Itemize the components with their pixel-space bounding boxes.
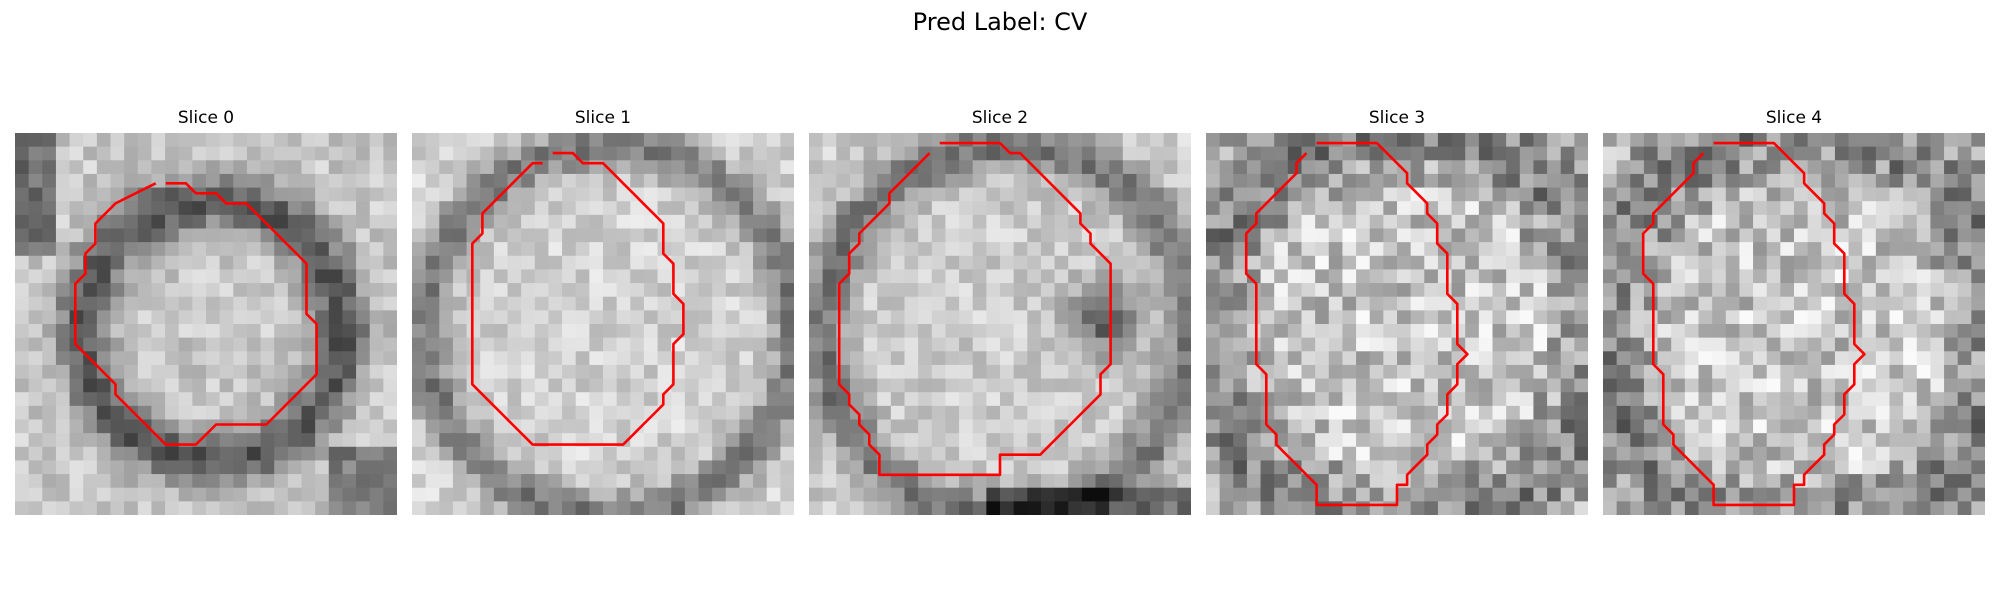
contour-line-4 bbox=[1641, 141, 1866, 507]
slice-title-0: Slice 0 bbox=[177, 108, 235, 128]
slice-image-2 bbox=[809, 133, 1191, 515]
slice-title-4: Slice 4 bbox=[1765, 108, 1823, 128]
slice-title-3: Slice 3 bbox=[1368, 108, 1426, 128]
slice-image-3 bbox=[1206, 133, 1588, 515]
slice-image-0 bbox=[15, 133, 397, 515]
slice-title-2: Slice 2 bbox=[971, 108, 1029, 128]
contour-line-3 bbox=[1244, 141, 1469, 507]
contour-line-1 bbox=[470, 151, 685, 446]
slice-image-4 bbox=[1603, 133, 1985, 515]
slice-image-1 bbox=[412, 133, 794, 515]
contour-line-0 bbox=[73, 181, 318, 446]
slice-title-1: Slice 1 bbox=[574, 108, 632, 128]
contour-line-2 bbox=[837, 141, 1112, 477]
figure-title: Pred Label: CV bbox=[912, 8, 1088, 36]
